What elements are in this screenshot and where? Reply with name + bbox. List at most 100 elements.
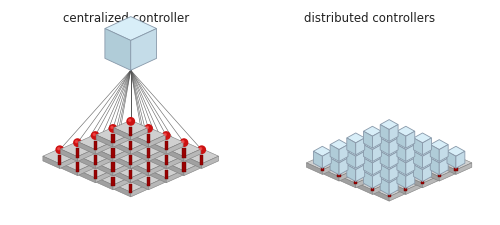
Polygon shape	[373, 182, 405, 197]
Polygon shape	[380, 138, 389, 155]
Circle shape	[58, 148, 60, 150]
Polygon shape	[114, 177, 148, 192]
Polygon shape	[323, 169, 339, 181]
Polygon shape	[406, 156, 421, 168]
Polygon shape	[364, 171, 372, 188]
Polygon shape	[356, 149, 372, 161]
Polygon shape	[356, 163, 372, 174]
Polygon shape	[130, 184, 148, 197]
Polygon shape	[132, 127, 166, 142]
Polygon shape	[406, 171, 415, 188]
Bar	[371, 169, 374, 178]
Polygon shape	[439, 169, 455, 181]
Polygon shape	[397, 171, 406, 188]
Circle shape	[110, 153, 116, 161]
Polygon shape	[43, 156, 60, 169]
Bar	[404, 182, 407, 191]
Polygon shape	[380, 146, 398, 156]
Polygon shape	[456, 163, 472, 174]
Polygon shape	[372, 156, 388, 168]
Polygon shape	[60, 163, 78, 176]
Bar	[421, 162, 424, 171]
Circle shape	[438, 162, 439, 163]
Polygon shape	[339, 145, 348, 162]
Circle shape	[337, 162, 339, 163]
Circle shape	[438, 148, 439, 150]
Bar	[438, 155, 441, 164]
Polygon shape	[96, 178, 113, 190]
Polygon shape	[132, 178, 148, 190]
Polygon shape	[414, 133, 432, 143]
Polygon shape	[150, 148, 183, 164]
Polygon shape	[114, 134, 148, 150]
Polygon shape	[314, 146, 332, 156]
Bar	[371, 155, 374, 164]
Polygon shape	[166, 156, 183, 169]
Circle shape	[180, 139, 188, 146]
Polygon shape	[439, 156, 455, 168]
Circle shape	[369, 133, 376, 140]
Polygon shape	[96, 156, 112, 169]
Circle shape	[128, 133, 130, 135]
Polygon shape	[406, 149, 422, 161]
Polygon shape	[414, 146, 432, 156]
Polygon shape	[167, 149, 184, 161]
Circle shape	[402, 173, 409, 180]
Polygon shape	[422, 149, 438, 161]
Circle shape	[198, 146, 205, 153]
Polygon shape	[424, 156, 439, 168]
Circle shape	[419, 140, 426, 147]
Circle shape	[74, 153, 81, 161]
Polygon shape	[380, 178, 389, 195]
Polygon shape	[167, 156, 201, 171]
Polygon shape	[340, 149, 355, 161]
Bar	[404, 142, 407, 151]
Polygon shape	[364, 145, 372, 162]
Bar	[388, 135, 390, 144]
Polygon shape	[114, 120, 148, 135]
Circle shape	[387, 142, 389, 143]
Circle shape	[145, 167, 152, 175]
Bar	[129, 155, 132, 165]
Circle shape	[386, 153, 392, 160]
Polygon shape	[130, 29, 156, 70]
Circle shape	[370, 135, 372, 137]
Polygon shape	[78, 163, 94, 176]
Polygon shape	[390, 162, 422, 177]
Bar	[94, 155, 97, 165]
Polygon shape	[132, 135, 148, 147]
Polygon shape	[148, 149, 166, 161]
Polygon shape	[380, 151, 389, 168]
Polygon shape	[78, 134, 112, 150]
Polygon shape	[372, 145, 382, 162]
Polygon shape	[339, 156, 355, 168]
Polygon shape	[373, 149, 389, 161]
Polygon shape	[364, 131, 372, 148]
Circle shape	[352, 153, 359, 160]
Polygon shape	[314, 151, 322, 168]
Bar	[76, 162, 79, 172]
Polygon shape	[148, 135, 166, 147]
Bar	[147, 148, 150, 158]
Polygon shape	[406, 176, 422, 188]
Circle shape	[162, 132, 170, 139]
Circle shape	[436, 160, 442, 167]
Polygon shape	[105, 17, 156, 40]
Polygon shape	[60, 156, 76, 169]
Polygon shape	[113, 163, 130, 176]
Polygon shape	[340, 169, 372, 183]
Polygon shape	[167, 163, 184, 176]
Polygon shape	[340, 176, 355, 188]
Polygon shape	[390, 149, 422, 163]
Circle shape	[146, 169, 148, 171]
Polygon shape	[406, 145, 415, 162]
Bar	[421, 149, 424, 157]
Polygon shape	[389, 163, 405, 174]
Polygon shape	[390, 169, 406, 181]
Circle shape	[387, 128, 389, 130]
Circle shape	[436, 147, 442, 154]
Bar	[147, 134, 150, 143]
Polygon shape	[96, 170, 130, 185]
Polygon shape	[406, 143, 421, 154]
Polygon shape	[114, 163, 148, 178]
